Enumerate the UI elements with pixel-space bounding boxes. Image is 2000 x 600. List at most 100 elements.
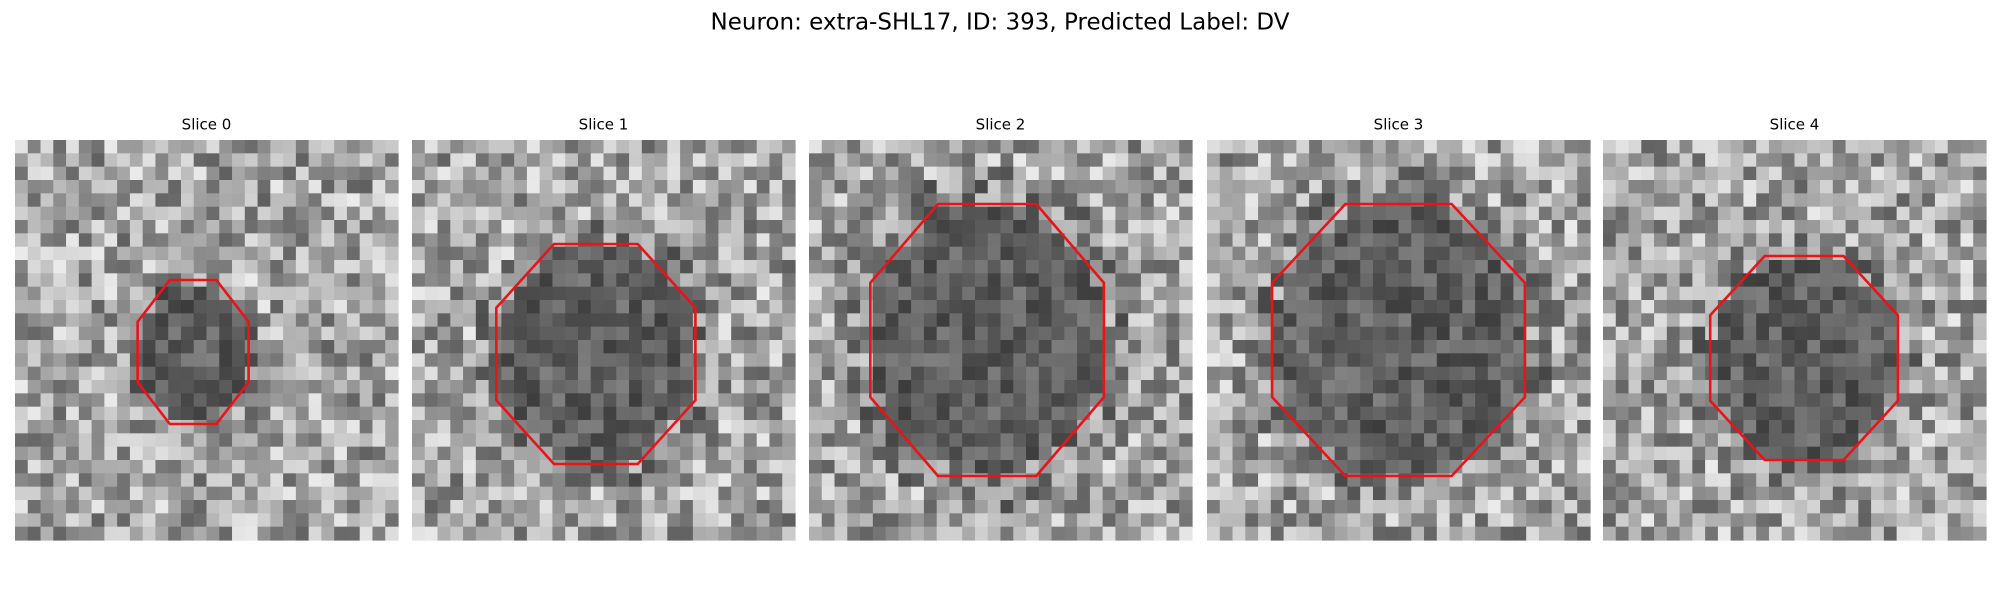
pixel bbox=[603, 420, 617, 434]
pixel bbox=[501, 446, 515, 461]
pixel bbox=[782, 340, 796, 354]
pixel bbox=[1717, 246, 1732, 261]
pixel bbox=[1385, 500, 1400, 514]
pixel bbox=[616, 326, 630, 341]
pixel bbox=[756, 406, 771, 421]
pixel bbox=[129, 246, 144, 261]
pixel bbox=[1436, 366, 1451, 381]
pixel bbox=[1654, 433, 1668, 448]
pixel bbox=[206, 206, 220, 221]
pixel bbox=[756, 220, 771, 234]
pixel bbox=[1641, 340, 1655, 354]
panel-title: Slice 2 bbox=[976, 116, 1026, 134]
pixel bbox=[1449, 286, 1463, 301]
pixel bbox=[603, 300, 617, 314]
pixel bbox=[244, 300, 259, 314]
pixel bbox=[27, 393, 42, 408]
pixel bbox=[1064, 313, 1078, 328]
pixel bbox=[1424, 246, 1438, 261]
pixel bbox=[1270, 166, 1285, 181]
pixel bbox=[346, 380, 361, 394]
pixel bbox=[1858, 206, 1872, 221]
pixel bbox=[1166, 366, 1180, 381]
pixel bbox=[1820, 500, 1834, 514]
pixel bbox=[1717, 140, 1732, 154]
pixel bbox=[629, 260, 643, 274]
pixel bbox=[718, 433, 732, 448]
pixel bbox=[692, 486, 707, 501]
pixel bbox=[53, 513, 67, 528]
pixel bbox=[1628, 460, 1642, 474]
pixel bbox=[359, 286, 374, 301]
pixel bbox=[1756, 406, 1770, 421]
pixel bbox=[1909, 406, 1923, 421]
pixel bbox=[1102, 286, 1116, 301]
pixel bbox=[1449, 380, 1463, 394]
pixel bbox=[385, 473, 399, 488]
pixel bbox=[1717, 353, 1732, 368]
pixel bbox=[129, 433, 144, 448]
pixel bbox=[1038, 393, 1053, 408]
pixel bbox=[219, 513, 233, 528]
pixel bbox=[552, 366, 566, 381]
pixel bbox=[1717, 273, 1732, 288]
pixel bbox=[1462, 366, 1476, 381]
pixel bbox=[475, 526, 490, 541]
pixel bbox=[1730, 220, 1745, 234]
pixel bbox=[1166, 180, 1180, 194]
pixel bbox=[1077, 353, 1091, 368]
pixel bbox=[923, 446, 938, 461]
pixel bbox=[1296, 233, 1310, 248]
pixel bbox=[1717, 473, 1732, 488]
pixel bbox=[372, 326, 386, 341]
pixel bbox=[756, 420, 771, 434]
pixel bbox=[1000, 140, 1014, 154]
pixel bbox=[1781, 233, 1796, 248]
pixel bbox=[1385, 486, 1400, 501]
pixel bbox=[334, 260, 348, 274]
pixel bbox=[1449, 486, 1463, 501]
pixel bbox=[1449, 273, 1463, 288]
pixel bbox=[552, 513, 566, 528]
pixel bbox=[1922, 220, 1936, 234]
pixel bbox=[501, 233, 515, 248]
pixel bbox=[1258, 286, 1272, 301]
pixel bbox=[334, 300, 348, 314]
pixel bbox=[1166, 393, 1180, 408]
pixel bbox=[334, 140, 348, 154]
pixel bbox=[463, 473, 477, 488]
pixel bbox=[526, 153, 541, 168]
pixel bbox=[193, 433, 208, 448]
pixel bbox=[180, 233, 195, 248]
pixel bbox=[1128, 340, 1142, 354]
pixel bbox=[1960, 313, 1974, 328]
pixel bbox=[1641, 273, 1655, 288]
pixel bbox=[1909, 393, 1923, 408]
pixel bbox=[1013, 140, 1027, 154]
pixel bbox=[15, 246, 29, 261]
pixel bbox=[40, 260, 54, 274]
pixel bbox=[782, 286, 796, 301]
pixel bbox=[577, 206, 592, 221]
pixel bbox=[1756, 460, 1770, 474]
pixel bbox=[270, 233, 284, 248]
pixel bbox=[1077, 326, 1091, 341]
pixel bbox=[629, 366, 643, 381]
pixel bbox=[232, 446, 246, 461]
pixel bbox=[1013, 406, 1027, 421]
pixel bbox=[1973, 260, 1987, 274]
pixel bbox=[1038, 233, 1053, 248]
pixel bbox=[1245, 486, 1259, 501]
pixel bbox=[1717, 260, 1732, 274]
pixel bbox=[654, 340, 668, 354]
pixel bbox=[756, 260, 771, 274]
pixel bbox=[1794, 313, 1808, 328]
pixel bbox=[847, 500, 861, 514]
pixel bbox=[974, 446, 989, 461]
pixel bbox=[1743, 526, 1757, 541]
pixel bbox=[834, 500, 848, 514]
pixel bbox=[1153, 393, 1168, 408]
pixel bbox=[1153, 180, 1168, 194]
pixel bbox=[1679, 286, 1693, 301]
pixel bbox=[1334, 433, 1349, 448]
